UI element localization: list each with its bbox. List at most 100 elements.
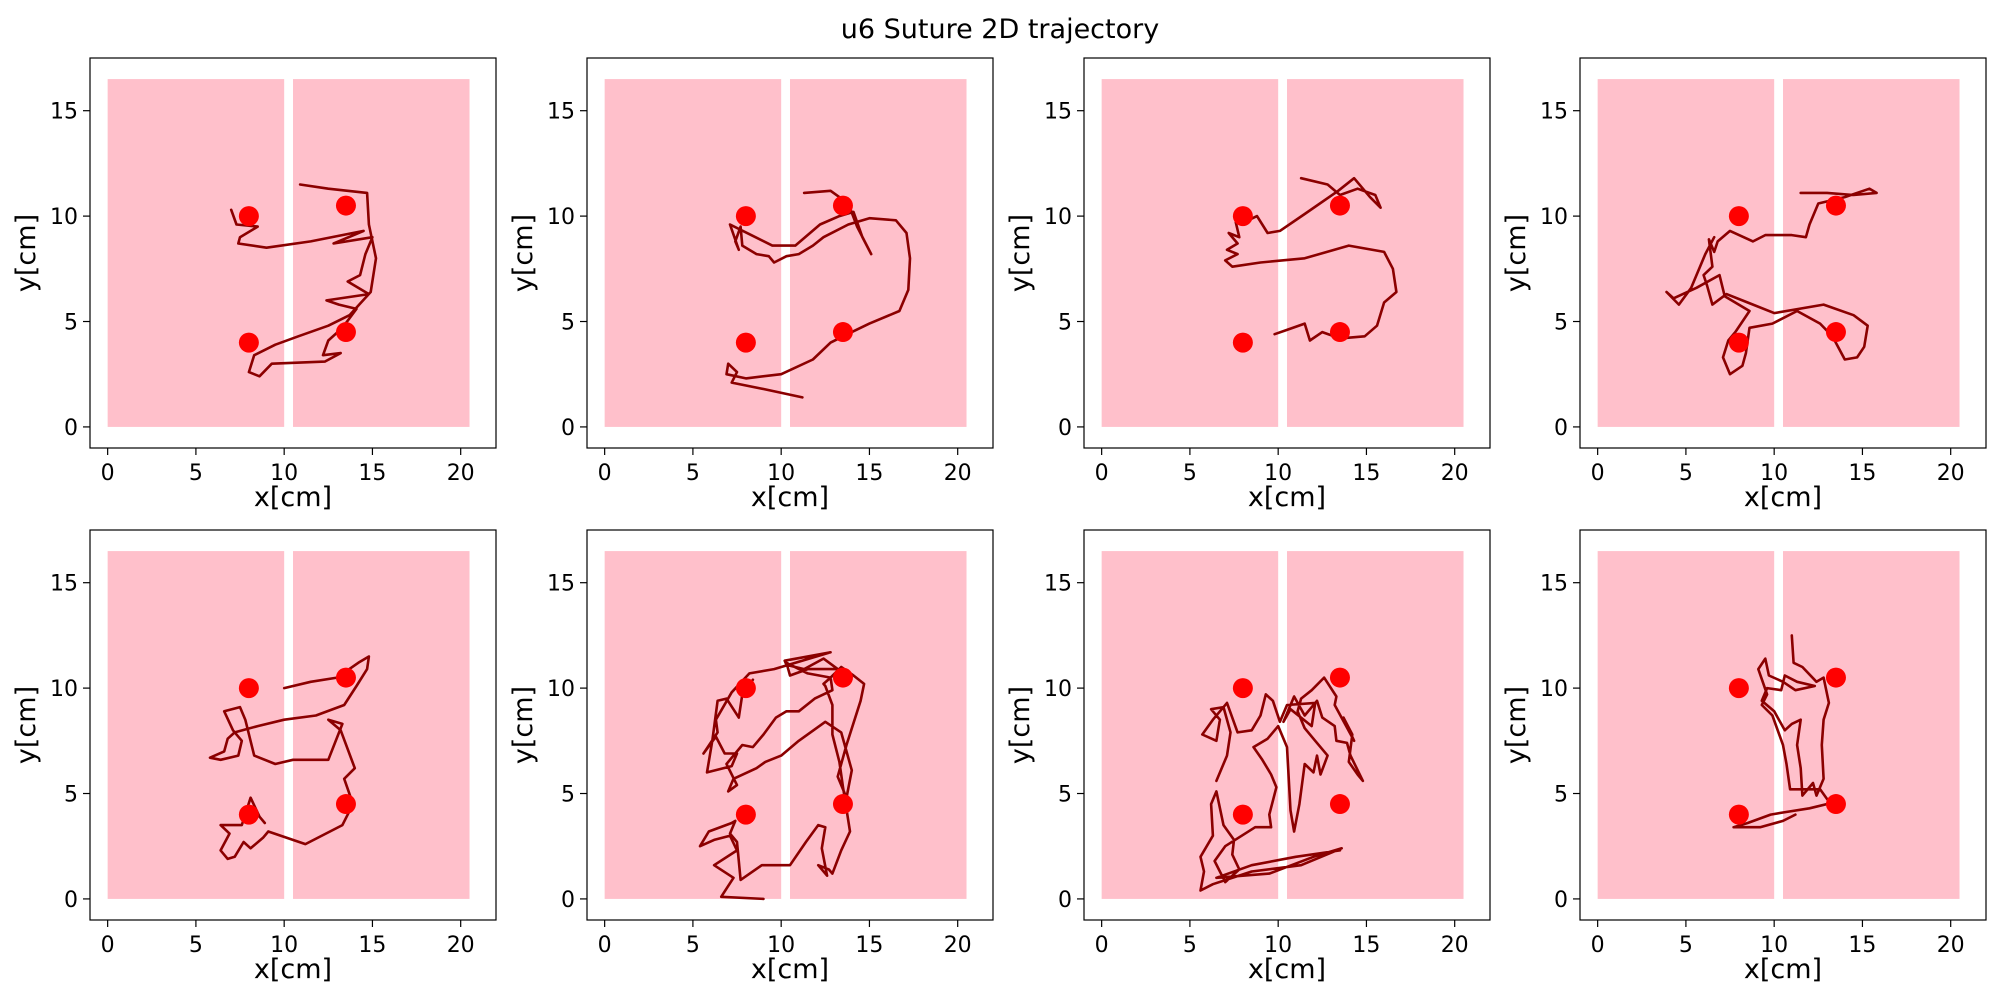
target-dot-2 — [1825, 195, 1846, 216]
y-tick-label: 0 — [561, 416, 575, 441]
x-tick-label: 20 — [944, 933, 972, 958]
board-half-1 — [604, 551, 782, 899]
y-axis-label: y[cm] — [11, 214, 42, 292]
y-tick-label: 0 — [1554, 416, 1568, 441]
subplot-3: 0 5 10 15 20 0 5 10 15 x[cm] y[cm] — [1005, 57, 1491, 513]
target-dot-3 — [1232, 804, 1253, 825]
x-tick-label: 0 — [1591, 933, 1605, 958]
target-dot-3 — [1232, 332, 1253, 353]
trajectory-line — [1732, 634, 1838, 829]
board-half-1 — [1101, 79, 1279, 427]
axes-frame — [1083, 57, 1491, 449]
target-dot-3 — [238, 332, 259, 353]
target-dot-4 — [1329, 794, 1350, 815]
x-tick-label: 0 — [598, 461, 612, 486]
board-half-1 — [1101, 551, 1279, 899]
x-tick-label: 20 — [1441, 933, 1469, 958]
x-tick-label: 0 — [101, 461, 115, 486]
x-tick-label: 5 — [189, 933, 203, 958]
target-dot-2 — [1329, 667, 1350, 688]
target-dot-1 — [1728, 678, 1749, 699]
x-tick-label: 5 — [1183, 933, 1197, 958]
x-tick-label: 10 — [270, 933, 298, 958]
x-axis-label: x[cm] — [254, 954, 332, 985]
x-tick-label: 0 — [1095, 933, 1109, 958]
x-tick-label: 20 — [1937, 933, 1965, 958]
target-dot-3 — [735, 332, 756, 353]
subplot-7: 0 5 10 15 20 0 5 10 15 x[cm] y[cm] — [1005, 529, 1491, 985]
y-tick-label: 5 — [561, 783, 575, 808]
target-dot-1 — [735, 206, 756, 227]
x-tick-label: 10 — [767, 933, 795, 958]
x-axis-label: x[cm] — [254, 482, 332, 513]
x-tick-label: 20 — [1441, 461, 1469, 486]
axes-frame — [586, 529, 994, 921]
board-half-1 — [1597, 551, 1775, 899]
subplot-4: 0 5 10 15 20 0 5 10 15 x[cm] y[cm] — [1501, 57, 1987, 513]
y-tick-label: 5 — [1058, 783, 1072, 808]
target-dot-1 — [735, 678, 756, 699]
x-tick-label: 0 — [598, 933, 612, 958]
y-tick-label: 15 — [1540, 572, 1568, 597]
x-tick-label: 20 — [1937, 461, 1965, 486]
x-tick-label: 0 — [1591, 461, 1605, 486]
y-axis-label: y[cm] — [508, 214, 539, 292]
x-tick-label: 15 — [358, 933, 386, 958]
y-tick-label: 15 — [1044, 100, 1072, 125]
board-half-2 — [1287, 79, 1464, 427]
subplot-5: 0 5 10 15 20 0 5 10 15 x[cm] y[cm] — [11, 529, 497, 985]
board-half-2 — [293, 79, 470, 427]
target-dot-1 — [1728, 206, 1749, 227]
target-dot-2 — [335, 667, 356, 688]
x-tick-label: 15 — [855, 933, 883, 958]
trajectory-line — [1665, 187, 1878, 376]
y-tick-label: 0 — [1058, 888, 1072, 913]
x-axis-label: x[cm] — [751, 954, 829, 985]
x-tick-label: 5 — [1679, 933, 1693, 958]
target-dot-4 — [1329, 322, 1350, 343]
y-axis-label: y[cm] — [508, 686, 539, 764]
x-tick-label: 20 — [447, 933, 475, 958]
y-tick-label: 10 — [547, 205, 575, 230]
target-dot-4 — [1825, 322, 1846, 343]
y-tick-label: 0 — [64, 888, 78, 913]
y-tick-label: 0 — [1554, 888, 1568, 913]
subplot-6: 0 5 10 15 20 0 5 10 15 x[cm] y[cm] — [508, 529, 994, 985]
y-axis-label: y[cm] — [1501, 214, 1532, 292]
trajectory-line — [725, 189, 912, 399]
x-tick-label: 5 — [189, 461, 203, 486]
y-tick-label: 15 — [1044, 572, 1072, 597]
target-dot-2 — [335, 195, 356, 216]
board-half-2 — [293, 551, 470, 899]
target-dot-1 — [238, 206, 259, 227]
target-dot-1 — [238, 678, 259, 699]
target-dot-2 — [1329, 195, 1350, 216]
x-tick-label: 20 — [944, 461, 972, 486]
y-axis-label: y[cm] — [1005, 686, 1036, 764]
target-dot-1 — [1232, 678, 1253, 699]
x-tick-label: 15 — [358, 461, 386, 486]
target-dot-3 — [1728, 804, 1749, 825]
x-tick-label: 5 — [1679, 461, 1693, 486]
board-half-2 — [1783, 79, 1960, 427]
y-tick-label: 5 — [1554, 783, 1568, 808]
target-dot-2 — [1825, 667, 1846, 688]
target-dot-2 — [832, 667, 853, 688]
y-tick-label: 5 — [561, 311, 575, 336]
y-tick-label: 5 — [1554, 311, 1568, 336]
y-tick-label: 10 — [1044, 205, 1072, 230]
x-tick-label: 15 — [1352, 933, 1380, 958]
subplot-8: 0 5 10 15 20 0 5 10 15 x[cm] y[cm] — [1501, 529, 1987, 985]
target-dot-3 — [1728, 332, 1749, 353]
board-half-1 — [107, 551, 285, 899]
target-dot-4 — [1825, 794, 1846, 815]
y-tick-label: 0 — [561, 888, 575, 913]
x-tick-label: 5 — [686, 461, 700, 486]
x-tick-label: 0 — [101, 933, 115, 958]
axes-frame — [586, 57, 994, 449]
trajectory-line — [1223, 176, 1398, 342]
subplot-2: 0 5 10 15 20 0 5 10 15 x[cm] y[cm] — [508, 57, 994, 513]
x-tick-label: 15 — [1848, 933, 1876, 958]
trajectory-line — [229, 183, 378, 378]
